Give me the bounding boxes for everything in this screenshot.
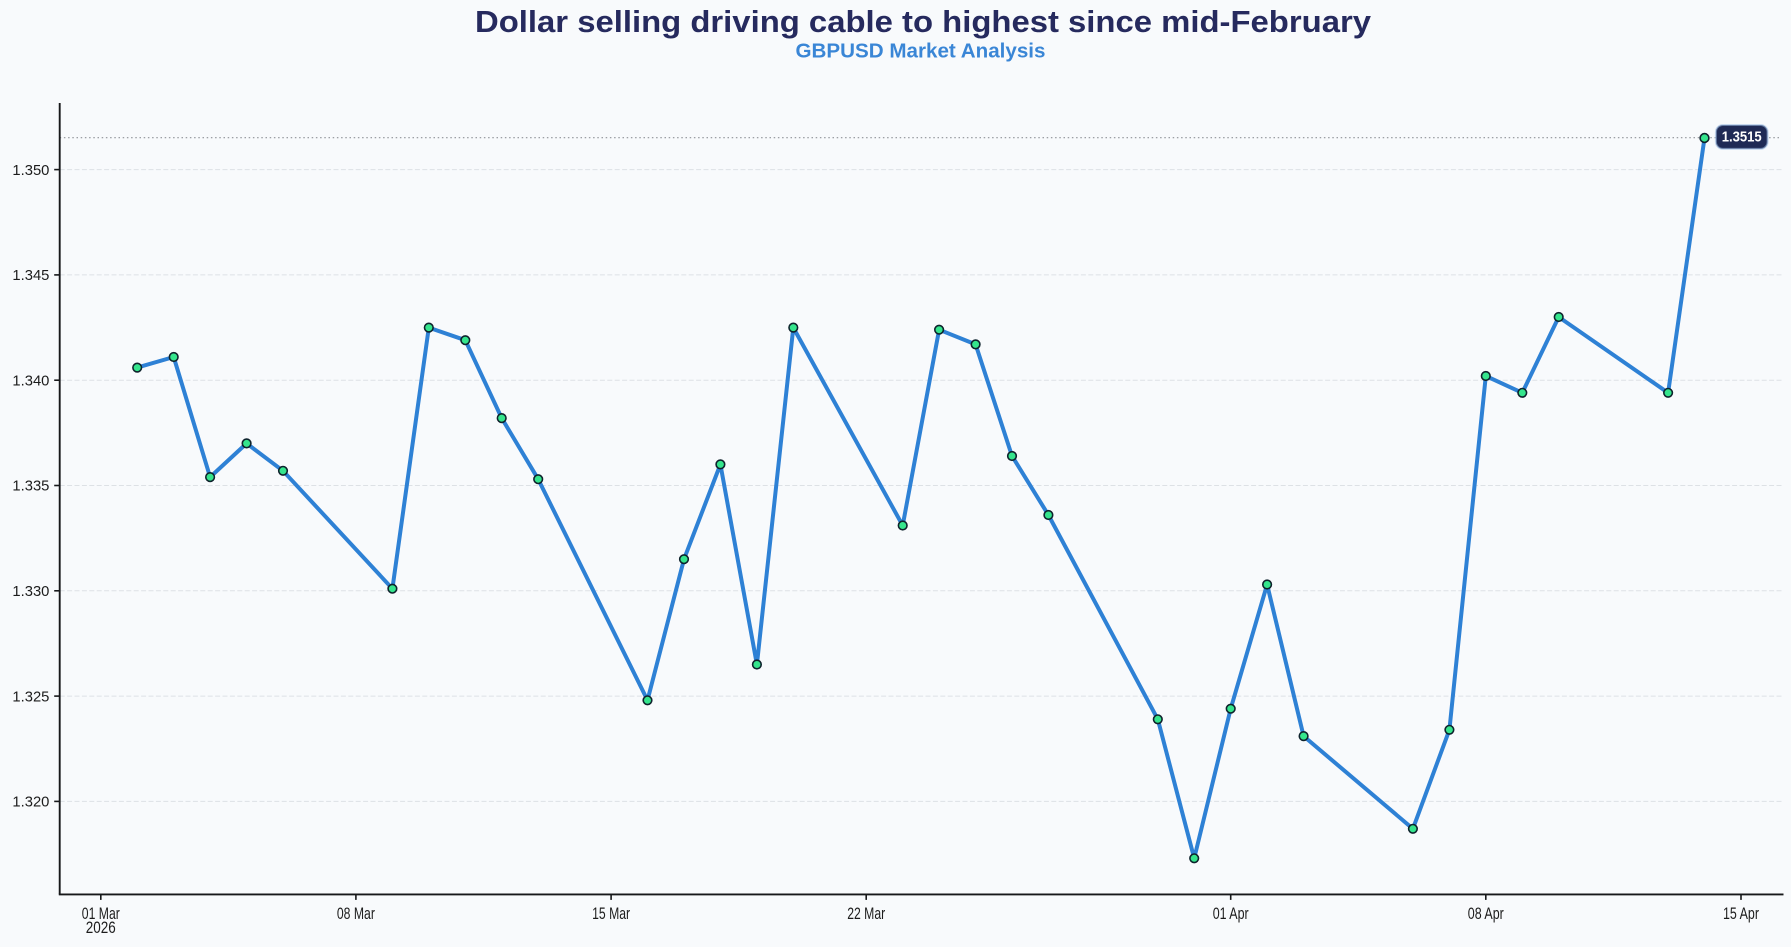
svg-text:1.325: 1.325 (12, 688, 49, 705)
svg-text:1.335: 1.335 (12, 478, 49, 495)
svg-text:1.3515: 1.3515 (1722, 130, 1762, 146)
svg-text:01 Mar: 01 Mar (82, 905, 120, 923)
svg-text:1.350: 1.350 (12, 162, 49, 179)
svg-text:15 Mar: 15 Mar (592, 905, 630, 923)
svg-text:1.345: 1.345 (12, 267, 49, 284)
svg-text:1.320: 1.320 (12, 794, 49, 811)
svg-text:22 Mar: 22 Mar (847, 905, 885, 923)
svg-text:08 Apr: 08 Apr (1468, 905, 1504, 923)
svg-text:2026: 2026 (86, 919, 116, 937)
svg-text:01 Apr: 01 Apr (1213, 905, 1249, 923)
svg-text:1.340: 1.340 (12, 372, 49, 389)
svg-text:GBPUSD Market Analysis: GBPUSD Market Analysis (796, 40, 1046, 62)
svg-text:Dollar selling driving cable t: Dollar selling driving cable to highest … (475, 4, 1372, 39)
svg-text:15 Apr: 15 Apr (1723, 905, 1759, 923)
svg-text:08 Mar: 08 Mar (337, 905, 375, 923)
svg-text:1.330: 1.330 (12, 583, 49, 600)
